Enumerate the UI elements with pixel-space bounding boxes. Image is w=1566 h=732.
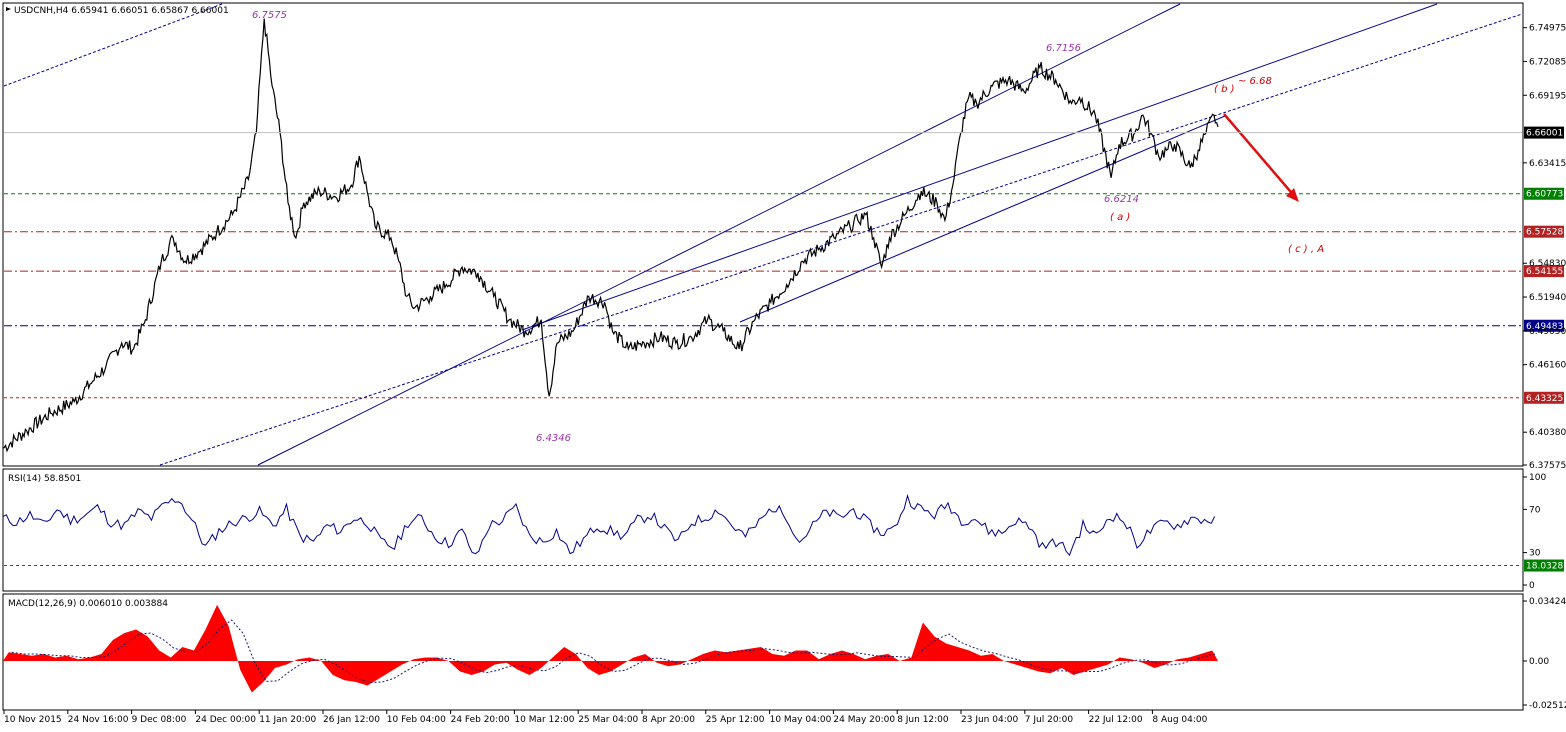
time-tick-label: 26 Jan 12:00 xyxy=(323,715,380,725)
time-tick-label: 8 Apr 20:00 xyxy=(642,715,695,725)
time-tick-label: 9 Dec 08:00 xyxy=(132,715,187,725)
time-tick-label: 10 Mar 12:00 xyxy=(514,715,574,725)
time-tick-label: 22 Jul 12:00 xyxy=(1089,715,1143,725)
wave-annotation: 6.6214 xyxy=(1104,194,1139,205)
current-price-label: 6.66001 xyxy=(1526,129,1563,139)
price-tick-label: 6.51940 xyxy=(1529,293,1566,303)
time-axis: 10 Nov 2015 24 Nov 16:00 9 Dec 08:00 24 Dec… xyxy=(3,710,1208,725)
channel-dashed-line xyxy=(3,3,223,87)
price-tick-label: 6.72085 xyxy=(1529,57,1566,67)
level-price-tag xyxy=(1524,187,1564,200)
wave-annotation: 6.7156 xyxy=(1046,43,1081,54)
rsi-pane[interactable] xyxy=(2,468,1524,592)
forecast-arrow-head xyxy=(1286,188,1299,202)
wave-annotation: ( b ) xyxy=(1214,84,1235,95)
level-price-tag xyxy=(1524,225,1564,238)
time-tick-label: 11 Jan 20:00 xyxy=(259,715,316,725)
price-tick-label: 6.49050 xyxy=(1529,327,1566,337)
level-price-tag xyxy=(1524,319,1564,332)
time-tick-label: 8 Jun 12:00 xyxy=(897,715,949,725)
rsi-tick-label: 70 xyxy=(1529,505,1541,515)
price-tick-label: 6.54830 xyxy=(1529,259,1566,269)
level-price-tag xyxy=(1524,391,1564,404)
price-tick-label: 6.46160 xyxy=(1529,361,1566,371)
price-line xyxy=(2,18,1219,453)
level-price-label: 6.49483 xyxy=(1526,322,1563,332)
time-tick-label: 8 Aug 04:00 xyxy=(1152,715,1207,725)
time-tick-label: 25 Mar 04:00 xyxy=(578,715,638,725)
macd-header: MACD(12,26,9) 0.006010 0.003884 xyxy=(8,599,168,609)
price-tick-label: 6.63415 xyxy=(1529,159,1566,169)
channel-mid-line xyxy=(521,3,1438,331)
level-price-label: 6.54155 xyxy=(1526,267,1563,277)
macd-tick-label: 0.00 xyxy=(1529,657,1549,667)
price-tick-label: 6.74975 xyxy=(1529,24,1566,34)
time-tick-label: 24 Dec 00:00 xyxy=(195,715,256,725)
time-tick-label: 10 Nov 2015 xyxy=(4,715,62,725)
price-tick-label: 6.69195 xyxy=(1529,91,1566,101)
symbol-header: USDCNH,H4 6.65941 6.66051 6.65867 6.6600… xyxy=(14,6,229,16)
level-price-tag xyxy=(1524,265,1564,278)
rsi-tick-label: 100 xyxy=(1529,473,1546,483)
price-series xyxy=(2,18,1219,453)
wave-annotation: ~ 6.68 xyxy=(1238,76,1272,87)
price-tick-label: 6.40380 xyxy=(1529,428,1566,438)
time-tick-label: 24 Feb 20:00 xyxy=(451,715,510,725)
level-price-label: 6.43325 xyxy=(1526,394,1563,404)
channel-dashed-line xyxy=(159,13,1523,466)
rsi-level-label: 18.0328 xyxy=(1526,562,1563,572)
rsi-header: RSI(14) 58.8501 xyxy=(8,474,81,484)
wave-annotations: 6.7575 6.7156 6.4346 6.6214 ( a ) ( b )~ 6.68… xyxy=(252,10,1324,444)
wave-annotation: 6.7575 xyxy=(252,10,287,21)
wave-annotation: ( c ) , A xyxy=(1288,244,1324,255)
wave-annotation: ( a ) xyxy=(1110,212,1130,223)
time-tick-label: 10 Feb 04:00 xyxy=(387,715,446,725)
forecast-arrow-line xyxy=(1223,113,1297,199)
price-tick-label: 6.37575 xyxy=(1529,461,1566,471)
macd-tick-label: -0.025127 xyxy=(1529,701,1566,711)
channel-upper-line xyxy=(257,3,1181,466)
horizontal-levels: 6.60773 6.57528 6.54155 6.49483 6.43325 xyxy=(4,187,1564,404)
time-tick-label: 7 Jul 20:00 xyxy=(1025,715,1074,725)
time-tick-label: 10 May 04:00 xyxy=(770,715,832,725)
level-price-label: 6.57528 xyxy=(1526,228,1563,238)
rsi-tick-label: 0 xyxy=(1529,581,1535,591)
level-price-label: 6.60773 xyxy=(1526,190,1563,200)
time-tick-label: 25 Apr 12:00 xyxy=(706,715,765,725)
current-price-tag xyxy=(1524,126,1564,139)
header-marker-icon xyxy=(6,7,11,11)
price-pane[interactable] xyxy=(2,2,1524,467)
time-tick-label: 24 Nov 16:00 xyxy=(68,715,129,725)
rsi-level-tag xyxy=(1524,559,1564,572)
macd-indicator: 0.034247 0.00 -0.025127 xyxy=(3,597,1566,711)
channel-lower-line xyxy=(739,115,1226,323)
macd-tick-label: 0.034247 xyxy=(1529,597,1566,607)
wave-annotation: 6.4346 xyxy=(536,433,571,444)
trend-channels xyxy=(3,3,1523,466)
rsi-line xyxy=(2,493,1216,557)
price-axis: 6.66001 6.74975 6.72085 6.69195 6.63415 6.548… xyxy=(4,24,1566,471)
time-tick-label: 23 Jun 04:00 xyxy=(961,715,1018,725)
rsi-tick-label: 30 xyxy=(1529,549,1541,559)
time-tick-label: 24 May 20:00 xyxy=(833,715,895,725)
rsi-indicator: 100 70 30 0 18.0328 xyxy=(2,473,1564,591)
